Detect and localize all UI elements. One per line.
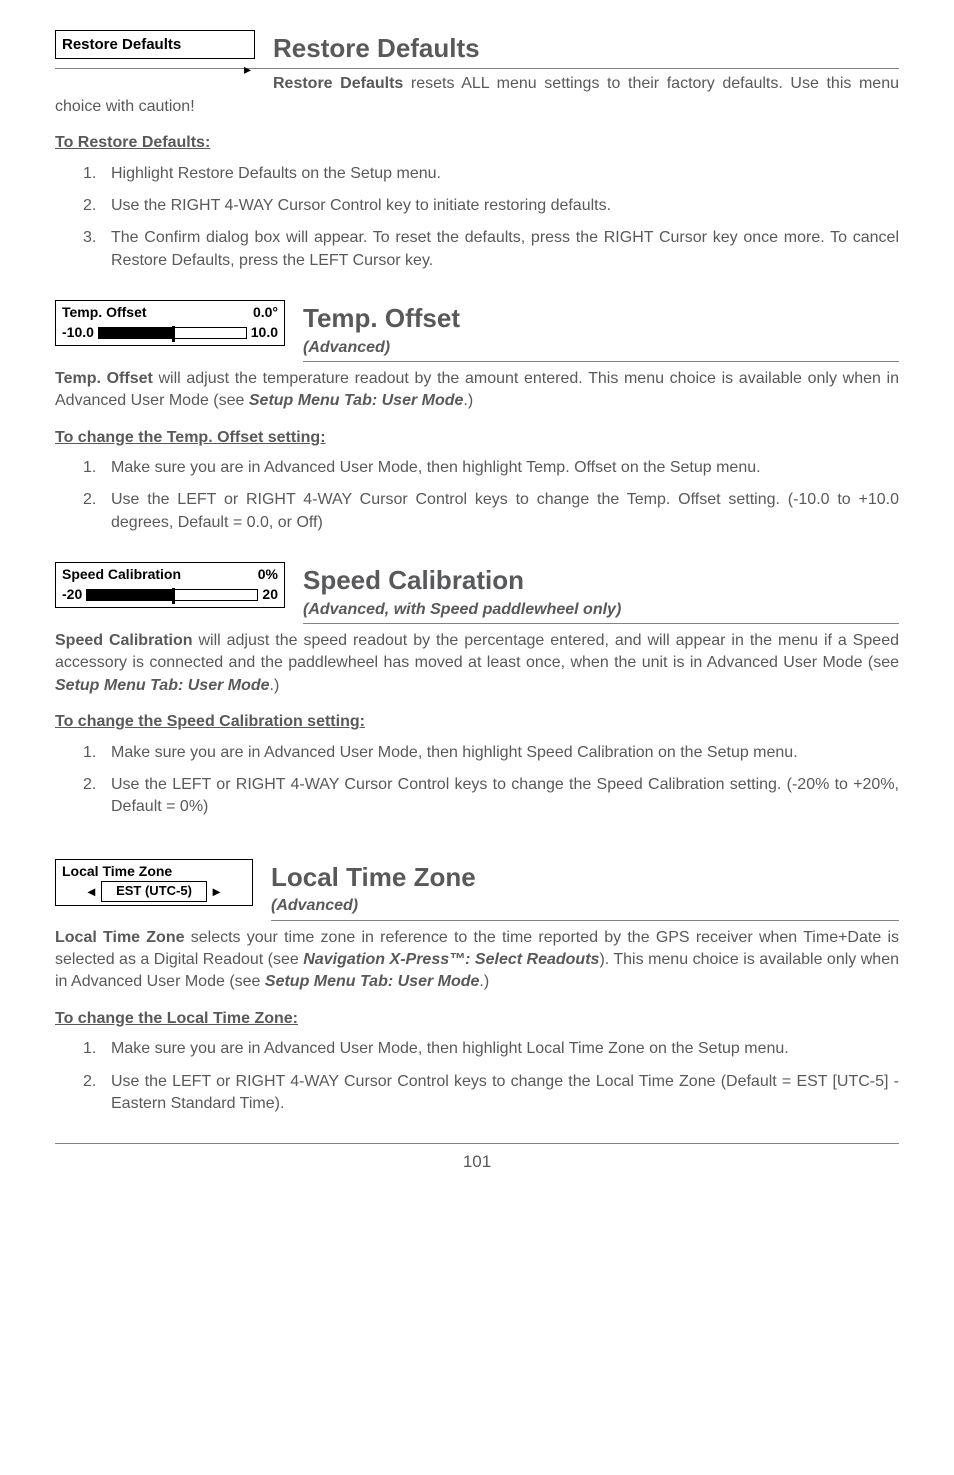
section-title: Speed Calibration <box>303 562 899 598</box>
list-item: 2.Use the LEFT or RIGHT 4-WAY Cursor Con… <box>83 774 899 819</box>
steps-list: 1.Make sure you are in Advanced User Mod… <box>55 742 899 819</box>
list-item: 1.Highlight Restore Defaults on the Setu… <box>83 163 899 185</box>
list-item: 1.Make sure you are in Advanced User Mod… <box>83 457 899 479</box>
section-title: Temp. Offset <box>303 300 899 336</box>
restore-defaults-section: Restore Defaults ▸ Restore Defaults Rest… <box>55 30 899 272</box>
list-item: 2.Use the LEFT or RIGHT 4-WAY Cursor Con… <box>83 1071 899 1116</box>
page-number: 101 <box>55 1143 899 1174</box>
intro-text: Temp. Offset will adjust the temperature… <box>55 368 899 413</box>
widget-label: Restore Defaults <box>62 34 181 55</box>
section-title: Local Time Zone <box>271 859 899 895</box>
widget-label: Local Time Zone <box>62 863 172 879</box>
section-subtitle: (Advanced) <box>271 895 899 917</box>
steps-list: 1.Make sure you are in Advanced User Mod… <box>55 1038 899 1115</box>
range-max: 10.0 <box>251 323 278 343</box>
intro-text: Local Time Zone selects your time zone i… <box>55 927 899 994</box>
range-min: -10.0 <box>62 323 94 343</box>
slider-thumb <box>172 326 175 342</box>
local-time-zone-widget: Local Time Zone ◂ EST (UTC-5) ▸ <box>55 859 253 906</box>
speed-calibration-widget: Speed Calibration 0% -20 20 <box>55 562 285 608</box>
subheading: To change the Speed Calibration setting: <box>55 711 899 733</box>
select-value: EST (UTC-5) <box>101 881 207 901</box>
widget-label: Speed Calibration <box>62 565 181 585</box>
slider-thumb <box>172 588 175 604</box>
subheading: To change the Temp. Offset setting: <box>55 427 899 449</box>
speed-calibration-section: Speed Calibration 0% -20 20 Speed Calibr… <box>55 562 899 819</box>
list-item: 1.Make sure you are in Advanced User Mod… <box>83 1038 899 1060</box>
steps-list: 1.Highlight Restore Defaults on the Setu… <box>55 163 899 273</box>
subheading: To change the Local Time Zone: <box>55 1008 899 1030</box>
left-arrow-icon: ◂ <box>88 882 95 902</box>
slider-track <box>86 589 258 601</box>
arrow-icon: ▸ <box>244 61 251 77</box>
range-max: 20 <box>262 585 278 605</box>
temp-offset-widget: Temp. Offset 0.0° -10.0 10.0 <box>55 300 285 346</box>
list-item: 2.Use the RIGHT 4-WAY Cursor Control key… <box>83 195 899 217</box>
temp-offset-section: Temp. Offset 0.0° -10.0 10.0 Temp. Offse… <box>55 300 899 534</box>
subheading: To Restore Defaults: <box>55 132 899 154</box>
slider-fill <box>87 590 172 600</box>
list-item: 2.Use the LEFT or RIGHT 4-WAY Cursor Con… <box>83 489 899 534</box>
slider-fill <box>99 328 172 338</box>
section-subtitle: (Advanced, with Speed paddlewheel only) <box>303 599 899 621</box>
section-subtitle: (Advanced) <box>303 337 899 359</box>
list-item: 1.Make sure you are in Advanced User Mod… <box>83 742 899 764</box>
list-item: 3.The Confirm dialog box will appear. To… <box>83 227 899 272</box>
widget-value: 0.0° <box>253 303 278 323</box>
widget-label: Temp. Offset <box>62 303 147 323</box>
intro-text: Speed Calibration will adjust the speed … <box>55 630 899 697</box>
slider-track <box>98 327 247 339</box>
right-arrow-icon: ▸ <box>213 882 220 902</box>
range-min: -20 <box>62 585 82 605</box>
restore-defaults-widget: Restore Defaults <box>55 30 255 59</box>
local-time-zone-section: Local Time Zone ◂ EST (UTC-5) ▸ Local Ti… <box>55 859 899 1116</box>
widget-value: 0% <box>258 565 278 585</box>
steps-list: 1.Make sure you are in Advanced User Mod… <box>55 457 899 534</box>
